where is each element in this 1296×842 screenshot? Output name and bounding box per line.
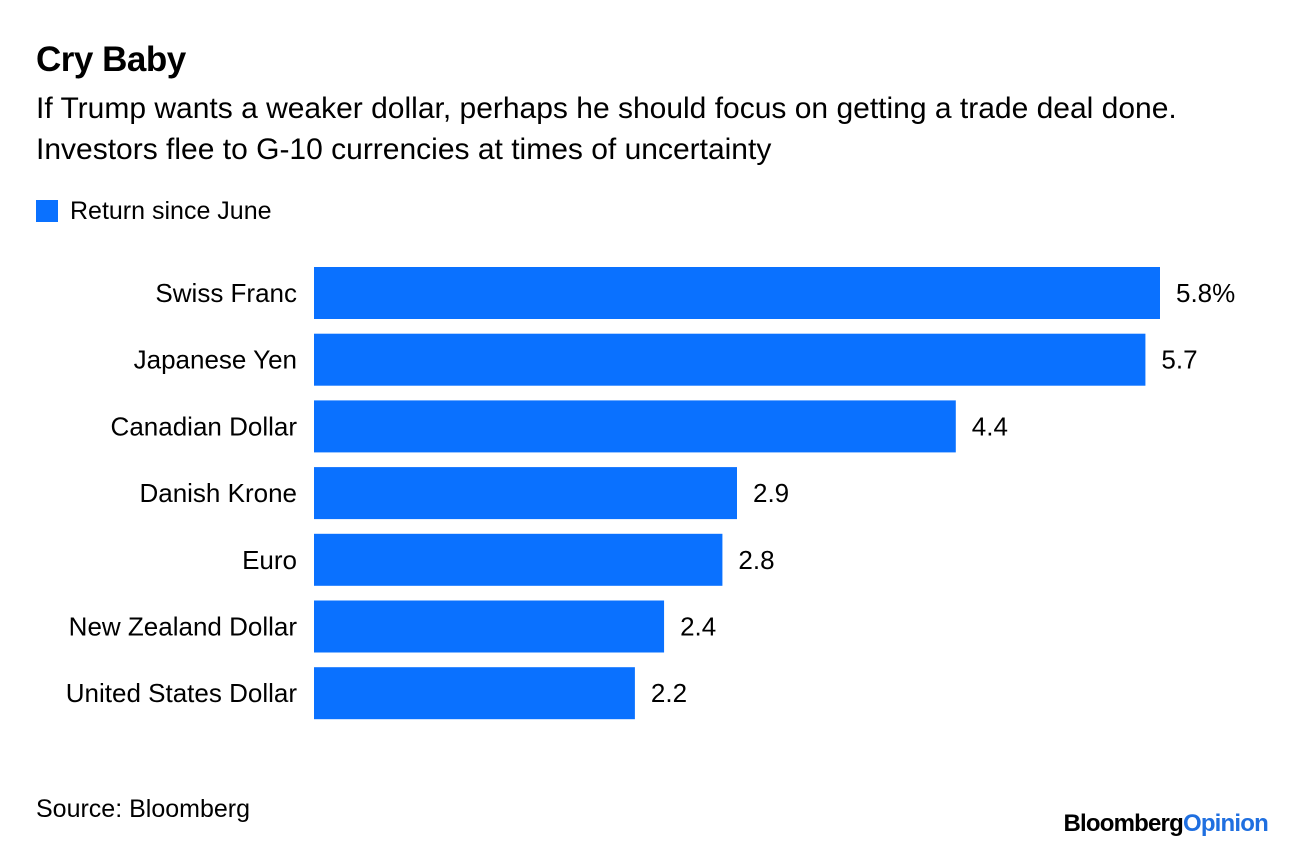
data-label: 2.9 <box>753 478 789 508</box>
brand-primary: Bloomberg <box>1063 810 1183 837</box>
category-label: Swiss Franc <box>155 278 297 308</box>
category-label: New Zealand Dollar <box>69 612 298 642</box>
data-label: 5.8% <box>1176 278 1235 308</box>
category-label: Euro <box>242 545 297 575</box>
bar-new-zealand-dollar <box>314 600 665 653</box>
source-note: Source: Bloomberg <box>36 795 251 823</box>
data-label: 2.8 <box>738 545 774 575</box>
legend-label: Return since June <box>70 196 272 225</box>
chart-subtitle: If Trump wants a weaker dollar, perhaps … <box>36 92 1177 166</box>
data-label: 2.4 <box>680 612 716 642</box>
brand-secondary: Opinion <box>1182 810 1269 837</box>
bar-canadian-dollar <box>314 400 956 453</box>
chart-title: Cry Baby <box>36 40 186 79</box>
legend: Return since June <box>36 195 272 227</box>
data-label: 2.2 <box>651 678 687 708</box>
category-label: Canadian Dollar <box>111 411 298 441</box>
bar-danish-krone <box>314 467 737 520</box>
legend-swatch <box>36 200 58 222</box>
bar-japanese-yen <box>314 333 1146 386</box>
category-label: United States Dollar <box>66 678 298 708</box>
brand-logo: BloombergOpinion <box>1063 810 1268 838</box>
data-label: 4.4 <box>972 411 1008 441</box>
bar-swiss-franc <box>314 267 1160 319</box>
bar-euro <box>314 533 723 586</box>
category-label: Japanese Yen <box>134 345 297 375</box>
bar-chart: Swiss Franc 5.8% Japanese Yen 5.7 Canadian D… <box>66 267 1235 720</box>
data-label: 5.7 <box>1161 345 1197 375</box>
bar-united-states-dollar <box>314 667 635 720</box>
category-label: Danish Krone <box>139 478 297 508</box>
